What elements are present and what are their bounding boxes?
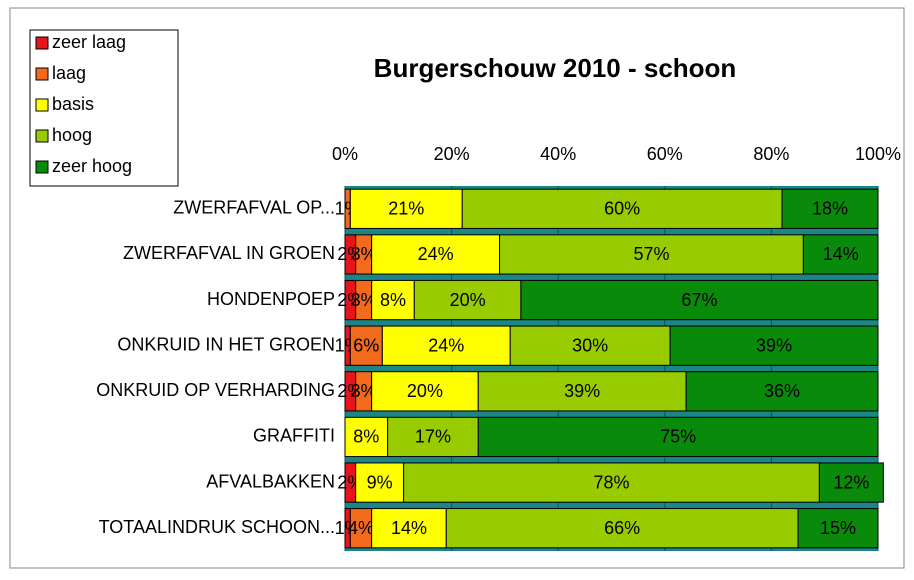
legend-box — [29, 29, 179, 187]
data-label: 12% — [833, 472, 869, 492]
bar-segment — [477, 416, 879, 458]
data-label: 39% — [564, 381, 600, 401]
data-label: 4% — [348, 518, 374, 538]
data-label: 8% — [353, 427, 379, 447]
bar-segment — [445, 508, 799, 549]
x-tick-label: 20% — [434, 144, 470, 164]
legend-swatch — [35, 67, 49, 81]
bar-segment — [802, 234, 879, 275]
y-tick-label: ZWERFAFVAL IN GROEN — [123, 243, 335, 263]
data-label: 20% — [450, 290, 486, 310]
x-tick-label: 0% — [332, 144, 358, 164]
data-label: 3% — [351, 290, 377, 310]
bar-segment — [371, 234, 501, 275]
bar-segment — [387, 416, 479, 458]
bar-segment — [403, 462, 820, 503]
legend-label: zeer laag — [52, 32, 126, 52]
bar-segment — [371, 279, 415, 321]
bar-segment — [818, 462, 884, 503]
bar-segment — [413, 279, 522, 321]
bar-segment — [781, 188, 879, 229]
bar-segment — [499, 234, 804, 275]
data-label: 67% — [681, 290, 717, 310]
data-label: 15% — [820, 518, 856, 538]
legend-label: zeer hoog — [52, 156, 132, 176]
x-tick-label: 80% — [753, 144, 789, 164]
data-label: 24% — [428, 335, 464, 355]
legend-swatch — [35, 160, 49, 174]
bar-segment — [381, 325, 511, 366]
data-label: 9% — [367, 472, 393, 492]
data-label: 66% — [604, 518, 640, 538]
x-tick-label: 40% — [540, 144, 576, 164]
bar-segment — [669, 325, 879, 366]
data-label: 60% — [604, 199, 640, 219]
y-tick-label: AFVALBAKKEN — [206, 471, 335, 491]
bar-segment — [477, 371, 687, 412]
data-label: 75% — [660, 427, 696, 447]
bar-segment — [797, 508, 879, 549]
data-label: 3% — [351, 244, 377, 264]
data-label: 36% — [764, 381, 800, 401]
x-tick-label: 100% — [855, 144, 901, 164]
legend-label: basis — [52, 94, 94, 114]
bar-segment — [355, 462, 405, 503]
bar-segment — [349, 325, 383, 366]
data-label: 18% — [812, 199, 848, 219]
data-label: 39% — [756, 335, 792, 355]
bar-segment — [371, 371, 479, 412]
data-label: 24% — [418, 244, 454, 264]
y-tick-label: HONDENPOEP — [207, 289, 335, 309]
data-label: 14% — [823, 244, 859, 264]
legend-swatch — [35, 129, 49, 143]
data-label: 20% — [407, 381, 443, 401]
y-tick-label: TOTAALINDRUK SCHOON... — [99, 517, 335, 537]
y-tick-label: ZWERFAFVAL OP... — [173, 198, 335, 218]
legend-label: laag — [52, 63, 86, 83]
y-tick-label: GRAFFITI — [253, 426, 335, 446]
data-label: 30% — [572, 335, 608, 355]
bar-segment — [520, 279, 879, 321]
bar-segment — [344, 416, 389, 458]
data-label: 17% — [415, 427, 451, 447]
data-label: 3% — [351, 381, 377, 401]
data-label: 57% — [633, 244, 669, 264]
bar-segment — [509, 325, 671, 366]
legend-label: hoog — [52, 125, 92, 145]
y-tick-label: ONKRUID OP VERHARDING — [96, 380, 335, 400]
x-tick-label: 60% — [647, 144, 683, 164]
y-tick-label: ONKRUID IN HET GROEN — [117, 334, 335, 354]
legend-swatch — [35, 36, 49, 50]
bar-segment — [685, 371, 879, 412]
data-label: 21% — [388, 199, 424, 219]
data-label: 8% — [380, 290, 406, 310]
data-label: 78% — [593, 472, 629, 492]
chart-title: Burgerschouw 2010 - schoon — [374, 53, 737, 83]
data-label: 14% — [391, 518, 427, 538]
data-label: 6% — [353, 335, 379, 355]
legend-swatch — [35, 98, 49, 112]
